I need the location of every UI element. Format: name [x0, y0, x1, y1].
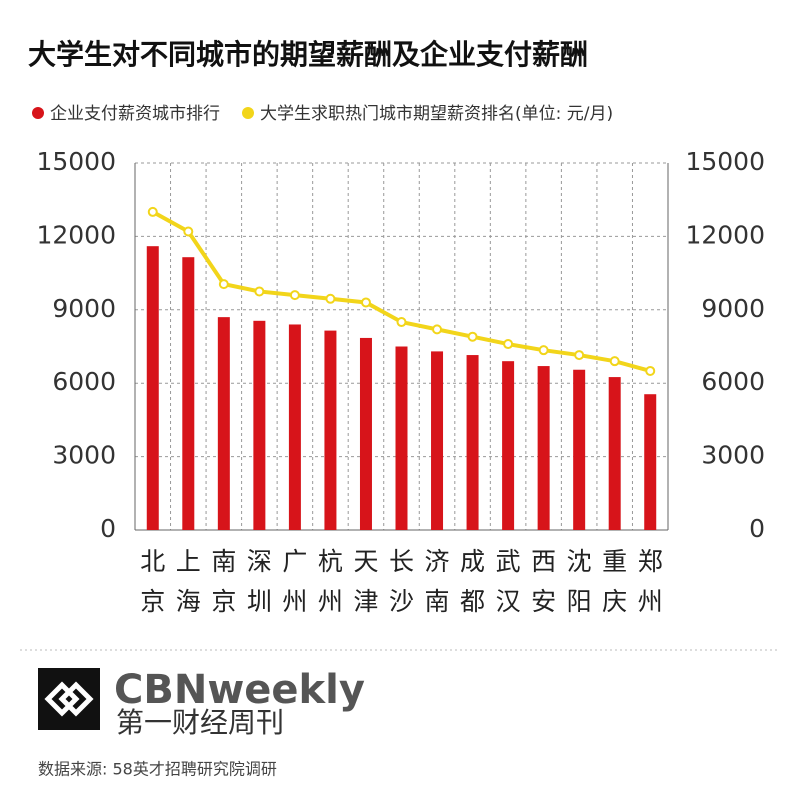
bar	[395, 346, 408, 530]
x-tick-label: 长沙	[388, 547, 414, 616]
line-point	[645, 365, 656, 376]
y-tick-label: 0	[100, 514, 116, 543]
line-point	[289, 290, 300, 301]
x-tick-label: 沈阳	[566, 547, 592, 616]
x-tick-label: 上海	[175, 547, 201, 616]
y2-tick-label: 12000	[685, 220, 765, 249]
y2-tick-label: 6000	[701, 367, 765, 396]
brand-cn: 第一财经周刊	[116, 706, 284, 739]
source: 数据来源: 58英才招聘研究院调研	[38, 760, 277, 779]
line-point	[467, 331, 478, 342]
y2-tick-label: 9000	[701, 294, 765, 323]
legend-label: 企业支付薪资城市排行	[50, 104, 220, 124]
bar	[466, 355, 479, 530]
y2-tick-label: 0	[749, 514, 765, 543]
y-tick-label: 9000	[52, 294, 116, 323]
x-tick-label: 济南	[424, 547, 450, 616]
x-tick-label: 天津	[353, 547, 379, 616]
line-point	[218, 279, 229, 290]
x-tick-label: 成都	[460, 547, 486, 616]
legend-marker	[32, 107, 44, 119]
y-tick-label: 15000	[36, 147, 116, 176]
legend-marker	[242, 107, 254, 119]
y-tick-label: 3000	[52, 441, 116, 470]
chart-title: 大学生对不同城市的期望薪酬及企业支付薪酬	[28, 38, 588, 71]
x-tick-label: 南京	[211, 547, 237, 616]
legend-label: 大学生求职热门城市期望薪资排名(单位: 元/月)	[260, 104, 613, 124]
x-tick-label: 广州	[282, 547, 308, 616]
y-tick-label: 12000	[36, 220, 116, 249]
bar	[253, 320, 266, 530]
line-point	[574, 350, 585, 361]
bar	[573, 369, 586, 530]
bar	[288, 324, 301, 530]
bar	[146, 246, 159, 531]
x-tick-label: 杭州	[317, 547, 343, 616]
bar	[537, 366, 550, 530]
line-point	[254, 286, 265, 297]
y2-tick-label: 3000	[701, 441, 765, 470]
bar	[644, 394, 657, 530]
x-tick-label: 西安	[531, 547, 557, 616]
x-tick-label: 重庆	[602, 547, 628, 616]
line-point	[503, 339, 514, 350]
y2-tick-label: 15000	[685, 147, 765, 176]
logo	[38, 668, 100, 730]
bar	[324, 330, 337, 530]
bar	[217, 317, 230, 530]
line-point	[183, 226, 194, 237]
x-tick-label: 武汉	[495, 547, 521, 616]
line-point	[396, 317, 407, 328]
x-tick-label: 北京	[140, 547, 166, 616]
bar	[502, 361, 515, 530]
line-point	[325, 293, 336, 304]
bar	[608, 377, 621, 530]
y-tick-label: 6000	[52, 367, 116, 396]
brand: CBNweekly	[114, 667, 365, 713]
bar	[431, 351, 444, 530]
x-tick-label: 深圳	[246, 547, 272, 616]
line-point	[147, 206, 158, 217]
line-point	[432, 324, 443, 335]
bar	[359, 337, 372, 530]
bar	[182, 257, 195, 530]
x-tick-label: 郑州	[637, 547, 663, 616]
line-point	[360, 297, 371, 308]
line-point	[609, 356, 620, 367]
line-point	[538, 345, 549, 356]
